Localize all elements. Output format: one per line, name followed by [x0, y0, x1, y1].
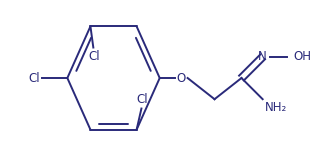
Text: OH: OH [293, 50, 311, 63]
Text: Cl: Cl [137, 93, 148, 106]
Text: Cl: Cl [89, 50, 100, 63]
Text: Cl: Cl [29, 72, 41, 84]
Text: N: N [258, 50, 267, 63]
Text: NH₂: NH₂ [265, 101, 287, 114]
Text: O: O [176, 72, 186, 84]
